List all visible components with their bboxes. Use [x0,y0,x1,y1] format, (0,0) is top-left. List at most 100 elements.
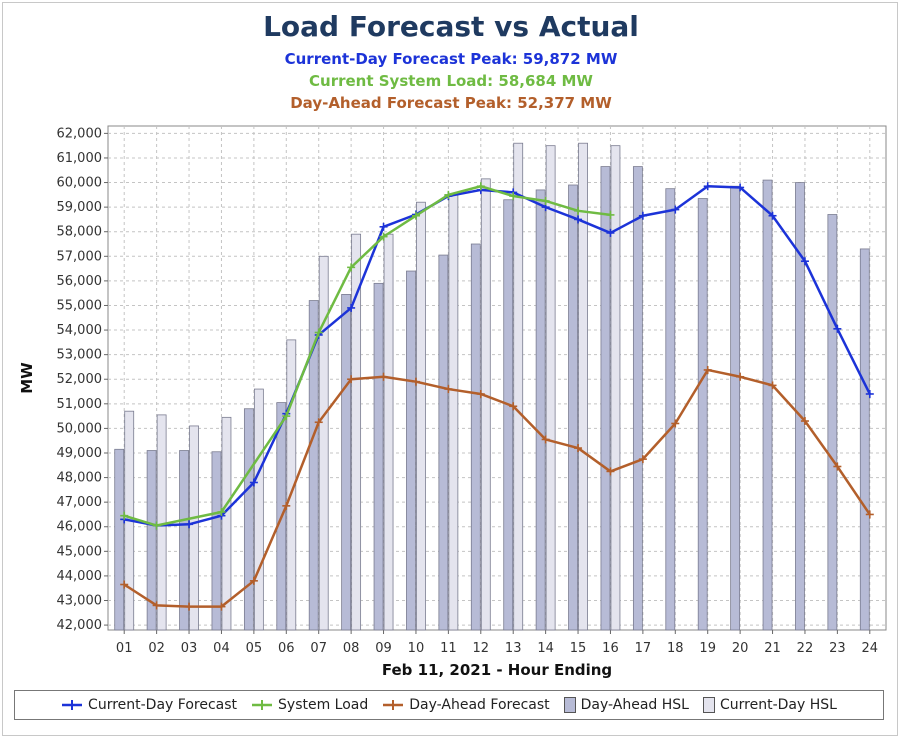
y-tick-label: 49,000 [57,446,103,461]
current-day-hsl-bar [578,142,588,631]
day-ahead-hsl-bar [503,199,514,631]
x-tick-label: 12 [473,641,490,656]
x-tick-label: 15 [570,641,587,656]
legend-box-icon [563,697,576,713]
x-tick-label: 17 [635,641,652,656]
x-tick-label: 08 [343,641,360,656]
day-ahead-forecast-point [865,510,874,519]
day-ahead-forecast-point [833,462,842,471]
y-tick-label: 60,000 [57,176,103,191]
x-tick-label: 14 [537,641,554,656]
day-ahead-hsl-bar [568,184,578,631]
y-tick-label: 43,000 [57,593,103,608]
day-ahead-hsl-bar [470,243,481,631]
legend-item: System Load [251,697,368,713]
day-ahead-hsl-bar [665,188,676,631]
y-tick-label: 61,000 [57,151,103,166]
legend: Current-Day Forecast System Load Day-Ahead… [14,690,884,720]
x-tick-label: 13 [505,641,522,656]
current-day-hsl-bar [156,414,167,631]
y-tick-label: 59,000 [57,200,103,215]
chart-title: Load Forecast vs Actual [263,10,639,43]
system-load-point [314,328,323,337]
day-ahead-hsl-bar [730,185,741,631]
x-tick-label: 09 [375,641,392,656]
current-day-hsl-bar [480,178,491,631]
legend-item: Day-Ahead Forecast [382,697,550,713]
day-ahead-forecast-point [541,435,550,444]
day-ahead-hsl-bar [114,448,125,631]
day-ahead-forecast-point [671,419,680,428]
current-day-hsl-bar [286,339,297,631]
current-day-forecast-point [606,228,615,237]
day-ahead-hsl-bar [535,189,546,631]
day-ahead-hsl-bar [308,300,319,631]
current-day-hsl-bar [448,194,459,631]
x-tick-label: 21 [764,641,781,656]
current-day-forecast-point [768,211,777,220]
day-ahead-forecast-point [736,372,745,381]
current-day-forecast-point [736,183,745,192]
system-load-point [541,196,550,205]
day-ahead-peak-subtitle: Day-Ahead Forecast Peak: 52,377 MW [290,94,612,112]
system-load-point [444,190,453,199]
day-ahead-hsl-bar [146,450,157,631]
x-tick-label: 07 [310,641,327,656]
y-axis-label: MW [18,362,36,394]
current-day-hsl-bar [383,233,394,631]
day-ahead-forecast-point [800,417,809,426]
current-day-forecast-point [185,520,194,529]
system-load-point [509,192,518,201]
current-day-forecast-point [638,211,647,220]
y-tick-label: 45,000 [57,544,103,559]
legend-box-icon [702,697,715,713]
x-tick-label: 11 [440,641,457,656]
system-load-point [282,412,291,421]
legend-label: Current-Day HSL [719,697,837,713]
current-day-forecast-point [574,215,583,224]
day-ahead-forecast-point [606,467,615,476]
y-tick-label: 44,000 [57,569,103,584]
system-load-line [123,184,611,527]
current-day-hsl-bar [416,201,426,631]
y-tick-label: 55,000 [57,298,103,313]
day-ahead-forecast-point [379,372,388,381]
system-load-point [347,263,356,272]
y-tick-label: 57,000 [57,249,103,264]
day-ahead-hsl-bar [373,282,384,631]
legend-item: Current-Day Forecast [61,697,237,713]
current-day-hsl-bar [221,416,232,631]
current-day-hsl-bar [545,145,556,631]
y-tick-label: 50,000 [57,421,103,436]
system-load-point [217,507,226,516]
x-axis-label: Feb 11, 2021 - Hour Ending [382,661,612,679]
legend-label: System Load [278,697,369,713]
day-ahead-hsl-bar [406,270,416,631]
day-ahead-forecast-point [282,501,291,510]
x-tick-label: 10 [408,641,425,656]
day-ahead-hsl-bar [211,451,222,631]
current-day-hsl-bar [189,425,199,631]
y-tick-label: 46,000 [57,520,103,535]
y-tick-label: 52,000 [57,372,103,387]
day-ahead-hsl-bar [762,179,773,631]
day-ahead-forecast-point [152,601,161,610]
legend-item: Current-Day HSL [702,697,837,713]
plot-background [107,125,887,631]
day-ahead-hsl-bar [795,182,805,631]
day-ahead-forecast-point [638,455,647,464]
legend-line-icon [383,700,404,710]
y-tick-label: 56,000 [57,274,103,289]
plot-area: 42,000 43,000 44,000 45,000 46,000 47,000 48,0… [18,125,887,679]
legend-label: Day-Ahead HSL [580,697,689,713]
y-tick-label: 53,000 [57,348,103,363]
legend-line-icon [252,700,273,710]
current-day-forecast-point [865,389,874,398]
legend-label: Current-Day Forecast [88,697,238,713]
current-day-forecast-point [800,257,809,266]
system-load-point [120,511,129,520]
y-tick-label: 48,000 [57,471,103,486]
day-ahead-forecast-point [703,365,712,374]
day-ahead-hsl-bar [859,248,870,631]
